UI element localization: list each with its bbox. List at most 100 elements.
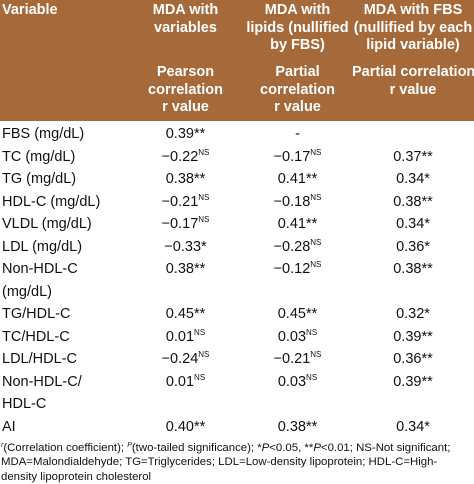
value-text: 0.41** [277,171,318,187]
value-cell: 0.41** [243,168,352,191]
value-cell: 0.36* [352,236,474,259]
significance-mark: NS [310,260,322,269]
significance-mark: NS [310,350,322,359]
variable-cell: VLDL (mg/dL) [2,213,92,236]
variable-cell: TC (mg/dL) [2,146,75,169]
header-line: correlation [148,81,223,98]
value-cell: 0.39** [352,326,474,349]
significance-mark: NS [194,372,206,382]
footnote-text: P [127,442,132,449]
value-cell: - [243,123,352,146]
value-cell: −0.17NS [243,146,352,169]
header-line: MDA with [264,2,331,18]
table-row: FBS (mg/dL) 0.39** - [0,123,474,146]
footnote-text: P [261,442,270,454]
significance-mark: NS [310,147,322,157]
column-measure-header: Pearson correlation r value [128,64,243,117]
value-text: −0.18 [273,193,311,210]
table-row: TC (mg/dL) −0.22NS −0.17NS 0.37** [0,146,474,169]
value-text: 0.38** [165,261,206,277]
header-line: MDA with FBS [363,2,463,18]
value-text: 0.39** [393,373,433,390]
variable-line: TC (mg/dL) [2,148,76,165]
footnote-text: r [1,442,4,449]
value-text: 0.01 [165,373,195,390]
value-text: −0.22 [161,148,199,165]
footnote-text: (two-tailed significance); * [131,442,262,454]
table-row: HDL-C (mg/dL) −0.21NS −0.18NS 0.38** [0,191,474,214]
value-cell: 0.37** [352,146,474,169]
value-cell: 0.38** [352,191,474,214]
table-row: Non-HDL-C (mg/dL) 0.38** −0.12NS 0.38** [0,258,474,303]
variable-cell: Non-HDL-C (mg/dL) [2,258,78,303]
value-text: −0.33* [164,238,207,255]
variable-line: LDL (mg/dL) [2,238,83,255]
value-cell: 0.01NS [128,371,243,394]
value-text: −0.12 [273,261,311,277]
variable-line: AI [2,418,16,435]
value-text: 0.38** [165,171,206,187]
value-text: 0.03 [277,328,307,345]
value-cell: 0.34* [352,416,474,439]
value-text: −0.17 [273,148,311,165]
header-line: lipid variable) [366,37,460,53]
value-text: 0.45** [165,306,206,322]
value-cell: 0.41** [243,213,352,236]
header-line: variables [154,19,217,36]
header-line: correlation [260,81,335,98]
footnote: r(Correlation coefficient); P(two-tailed… [1,441,473,484]
significance-mark: NS [198,192,210,202]
value-cell: 0.38** [243,416,352,439]
value-text: −0.21 [161,193,199,210]
footnote-text: P [313,442,321,454]
variable-cell: LDL (mg/dL) [2,236,82,259]
header-line: MDA with [152,2,219,18]
value-cell: 0.03NS [243,326,352,349]
value-text: 0.38** [393,261,433,277]
table-row: TG (mg/dL) 0.38** 0.41** 0.34* [0,168,474,191]
value-text: 0.37** [393,148,433,165]
significance-mark: NS [306,327,318,337]
variable-cell: HDL-C (mg/dL) [2,191,100,214]
value-text: 0.36** [393,351,433,367]
variable-line: TC/HDL-C [2,328,70,345]
significance-mark: NS [198,350,210,359]
value-text: 0.34* [396,171,430,187]
variable-cell: TC/HDL-C [2,326,70,349]
variable-cell: TG (mg/dL) [2,168,76,191]
table-row: TG/HDL-C 0.45** 0.45** 0.32* [0,303,474,326]
variable-line: VLDL (mg/dL) [2,216,92,232]
variable-line: TG (mg/dL) [2,171,77,187]
value-cell: 0.03NS [243,371,352,394]
header-line: Pearson [156,64,215,80]
column-group-header: MDA with variables [128,2,243,37]
value-cell: 0.40** [128,416,243,439]
value-text: −0.21 [273,351,311,367]
significance-mark: NS [194,327,206,337]
variable-line: FBS (mg/dL) [2,126,85,142]
value-text: 0.03 [277,373,307,390]
column-measure-header: Partial correlation r value [243,64,352,117]
table-row: AI 0.40** 0.38** 0.34* [0,416,474,439]
significance-mark: NS [198,147,210,157]
value-cell: 0.45** [243,303,352,326]
header-line: lipids (nullified [246,19,349,36]
value-cell: 0.32* [352,303,474,326]
value-cell: 0.34* [352,168,474,191]
value-cell: −0.33* [128,236,243,259]
header-band: Variable MDA with variables MDA with lipids … [0,0,474,121]
value-cell: 0.36** [352,348,474,371]
value-cell: 0.39** [128,123,243,146]
value-cell: −0.24NS [128,348,243,371]
significance-mark: NS [306,372,318,382]
value-text: 0.41** [277,216,318,232]
variable-cell: TG/HDL-C [2,303,70,326]
header-line: Partial correlation [352,64,474,80]
value-text: - [295,126,300,142]
value-text: −0.24 [161,351,199,367]
significance-mark: NS [310,237,322,247]
column-measure-header: Partial correlation r value [352,64,474,99]
value-cell: 0.45** [128,303,243,326]
value-text: 0.39** [393,328,433,345]
variable-line: Non-HDL-C [2,261,78,277]
